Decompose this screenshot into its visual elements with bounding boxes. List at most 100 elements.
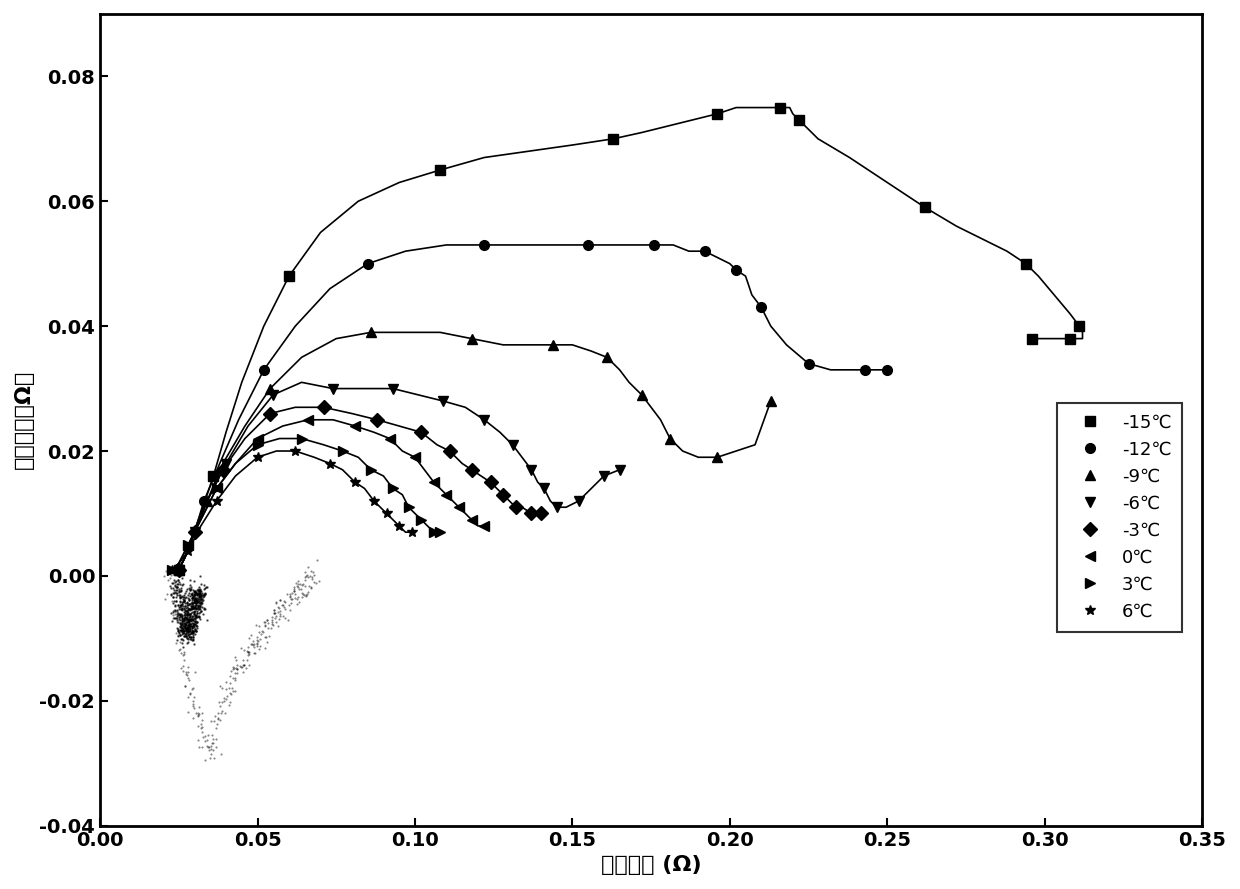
-3℃ — [496, 489, 511, 500]
-3℃ — [187, 527, 202, 538]
-3℃ — [216, 464, 231, 475]
-3℃ — [525, 509, 539, 519]
0℃ — [250, 433, 265, 444]
-3℃ — [464, 464, 479, 475]
6℃ — [367, 496, 382, 507]
-9℃ — [200, 496, 215, 507]
0℃ — [439, 489, 454, 500]
Line: 0℃: 0℃ — [167, 415, 489, 574]
-6℃ — [386, 383, 401, 394]
-12℃ — [801, 358, 816, 369]
-9℃ — [363, 327, 378, 338]
-3℃ — [414, 427, 429, 437]
0℃ — [165, 565, 180, 575]
6℃ — [322, 458, 337, 469]
-15℃ — [433, 164, 448, 175]
-12℃ — [257, 364, 272, 375]
Line: -15℃: -15℃ — [174, 103, 1084, 574]
Line: -9℃: -9℃ — [174, 327, 776, 574]
Line: 3℃: 3℃ — [167, 434, 445, 574]
-15℃ — [1024, 333, 1039, 344]
-6℃ — [505, 439, 520, 450]
6℃ — [250, 452, 265, 462]
0℃ — [408, 452, 423, 462]
6℃ — [165, 565, 180, 575]
Line: -3℃: -3℃ — [174, 403, 546, 574]
3℃ — [181, 540, 196, 550]
-6℃ — [525, 464, 539, 475]
-9℃ — [709, 452, 724, 462]
0℃ — [477, 521, 492, 532]
-3℃ — [484, 477, 498, 487]
6℃ — [404, 527, 419, 538]
-12℃ — [580, 240, 595, 251]
3℃ — [294, 433, 309, 444]
3℃ — [427, 527, 441, 538]
-15℃ — [773, 102, 787, 113]
Line: -6℃: -6℃ — [174, 384, 625, 574]
0℃ — [382, 433, 397, 444]
0℃ — [427, 477, 441, 487]
-9℃ — [600, 352, 615, 363]
3℃ — [250, 439, 265, 450]
-6℃ — [171, 565, 186, 575]
-3℃ — [443, 445, 458, 456]
-6℃ — [613, 464, 627, 475]
-6℃ — [435, 396, 450, 406]
-6℃ — [218, 458, 233, 469]
-9℃ — [634, 389, 649, 400]
6℃ — [181, 546, 196, 557]
-9℃ — [546, 340, 560, 350]
6℃ — [347, 477, 362, 487]
Line: 6℃: 6℃ — [167, 446, 417, 574]
-9℃ — [464, 333, 479, 344]
-15℃ — [791, 115, 806, 125]
Y-axis label: 阻抗虚部（Ω）: 阻抗虚部（Ω） — [14, 370, 33, 469]
-3℃ — [316, 402, 331, 412]
6℃ — [288, 445, 303, 456]
-15℃ — [171, 565, 186, 575]
-12℃ — [858, 364, 873, 375]
-12℃ — [754, 302, 769, 313]
Line: -12℃: -12℃ — [174, 240, 892, 574]
-12℃ — [477, 240, 492, 251]
-9℃ — [662, 433, 677, 444]
X-axis label: 阻抗实部 (Ω): 阻抗实部 (Ω) — [601, 855, 702, 875]
-6℃ — [596, 470, 611, 481]
0℃ — [451, 502, 466, 513]
0℃ — [347, 420, 362, 431]
0℃ — [210, 483, 224, 493]
-15℃ — [709, 108, 724, 119]
-12℃ — [171, 565, 186, 575]
-6℃ — [326, 383, 341, 394]
-3℃ — [508, 502, 523, 513]
-15℃ — [1071, 321, 1086, 332]
-3℃ — [533, 509, 548, 519]
-6℃ — [477, 414, 492, 425]
-15℃ — [606, 133, 621, 144]
-12℃ — [880, 364, 895, 375]
-3℃ — [171, 565, 186, 575]
3℃ — [210, 483, 224, 493]
-9℃ — [171, 565, 186, 575]
-9℃ — [263, 383, 278, 394]
-15℃ — [1063, 333, 1078, 344]
3℃ — [386, 483, 401, 493]
-12℃ — [361, 259, 376, 269]
-12℃ — [729, 265, 744, 276]
-12℃ — [697, 246, 712, 257]
-15℃ — [206, 470, 221, 481]
-3℃ — [370, 414, 384, 425]
-3℃ — [263, 408, 278, 419]
6℃ — [210, 496, 224, 507]
3℃ — [402, 502, 417, 513]
Legend: -15℃, -12℃, -9℃, -6℃, -3℃, 0℃, 3℃, 6℃: -15℃, -12℃, -9℃, -6℃, -3℃, 0℃, 3℃, 6℃ — [1056, 403, 1182, 632]
0℃ — [464, 515, 479, 525]
3℃ — [335, 445, 350, 456]
-15℃ — [281, 271, 296, 282]
-15℃ — [1018, 259, 1033, 269]
-12℃ — [647, 240, 662, 251]
3℃ — [363, 464, 378, 475]
3℃ — [414, 515, 429, 525]
-6℃ — [265, 389, 280, 400]
